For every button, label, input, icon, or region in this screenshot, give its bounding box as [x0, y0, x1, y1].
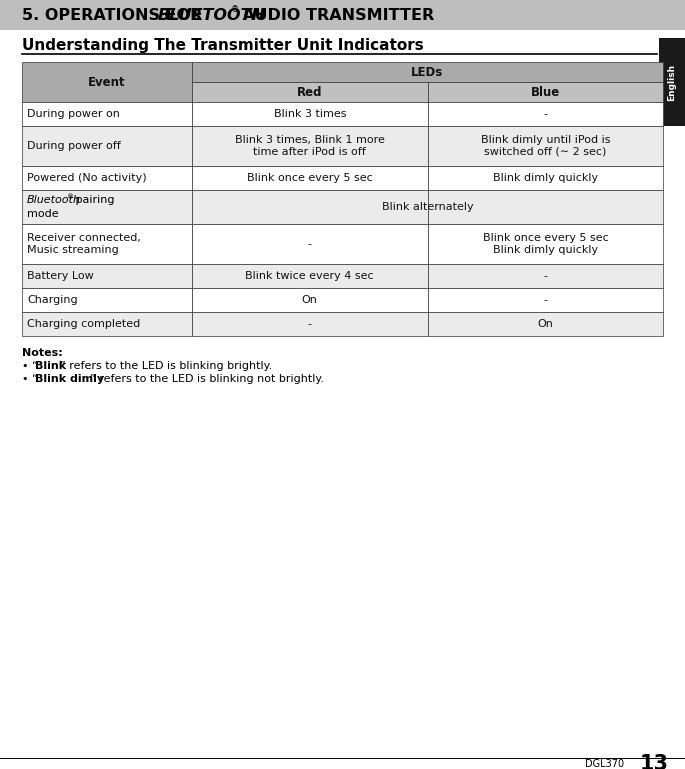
Text: Blue: Blue: [531, 85, 560, 98]
Text: Blink once every 5 sec: Blink once every 5 sec: [247, 173, 373, 183]
Text: Blink dimly quickly: Blink dimly quickly: [493, 173, 598, 183]
Text: During power on: During power on: [27, 109, 120, 119]
Text: pairing: pairing: [72, 195, 114, 205]
Text: Charging: Charging: [27, 295, 77, 305]
Bar: [192, 190, 427, 224]
Text: Blink dimly until iPod is
switched off (∼ 2 sec): Blink dimly until iPod is switched off (…: [481, 135, 610, 157]
Bar: [427, 224, 663, 264]
Text: Red: Red: [297, 85, 323, 98]
Bar: [22, 166, 192, 190]
Text: • “: • “: [22, 374, 38, 384]
Bar: [427, 126, 663, 166]
Bar: [659, 38, 685, 126]
Bar: [22, 288, 192, 312]
Bar: [22, 190, 192, 224]
Text: Blink twice every 4 sec: Blink twice every 4 sec: [245, 271, 374, 281]
Bar: [192, 102, 427, 126]
Text: Charging completed: Charging completed: [27, 319, 140, 329]
Bar: [192, 264, 427, 288]
Bar: [22, 62, 192, 102]
Text: ” refers to the LED is blinking brightly.: ” refers to the LED is blinking brightly…: [60, 361, 273, 371]
Text: Blink: Blink: [36, 361, 66, 371]
Text: -: -: [543, 109, 547, 119]
Bar: [427, 82, 663, 102]
Bar: [192, 126, 427, 166]
Text: -: -: [543, 271, 547, 281]
Text: Blink dimly: Blink dimly: [36, 374, 105, 384]
Bar: [427, 264, 663, 288]
Text: ®: ®: [231, 5, 239, 15]
Bar: [22, 264, 192, 288]
Text: -: -: [308, 319, 312, 329]
Bar: [0, 0, 685, 30]
Bar: [192, 82, 427, 102]
Bar: [192, 312, 427, 336]
Text: Bluetooth: Bluetooth: [27, 195, 81, 205]
Text: mode: mode: [27, 209, 59, 219]
Text: -: -: [543, 295, 547, 305]
Bar: [427, 190, 663, 224]
Text: 5. OPERATIONS FOR: 5. OPERATIONS FOR: [22, 8, 208, 22]
Text: Blink 3 times, Blink 1 more
time after iPod is off: Blink 3 times, Blink 1 more time after i…: [235, 135, 385, 157]
Text: On: On: [538, 319, 553, 329]
Bar: [427, 166, 663, 190]
Text: AUDIO TRANSMITTER: AUDIO TRANSMITTER: [237, 8, 434, 22]
Bar: [427, 102, 663, 126]
Text: Blink once every 5 sec
Blink dimly quickly: Blink once every 5 sec Blink dimly quick…: [482, 233, 608, 255]
Bar: [22, 312, 192, 336]
Text: ®: ®: [67, 194, 74, 200]
Text: -: -: [308, 239, 312, 249]
Bar: [192, 62, 663, 82]
Text: LEDs: LEDs: [411, 65, 444, 78]
Bar: [192, 288, 427, 312]
Bar: [22, 224, 192, 264]
Bar: [427, 288, 663, 312]
Text: DGL370: DGL370: [585, 759, 624, 769]
Bar: [427, 312, 663, 336]
Text: Battery Low: Battery Low: [27, 271, 94, 281]
Text: Powered (No activity): Powered (No activity): [27, 173, 147, 183]
Bar: [22, 102, 192, 126]
Text: Understanding The Transmitter Unit Indicators: Understanding The Transmitter Unit Indic…: [22, 38, 424, 53]
Text: BLUETOOTH: BLUETOOTH: [158, 8, 266, 22]
Text: Blink alternately: Blink alternately: [382, 202, 473, 212]
Text: ” refers to the LED is blinking not brightly.: ” refers to the LED is blinking not brig…: [90, 374, 325, 384]
Text: • “: • “: [22, 361, 38, 371]
Text: Event: Event: [88, 75, 126, 88]
Text: Blink 3 times: Blink 3 times: [273, 109, 346, 119]
Text: Notes:: Notes:: [22, 348, 63, 358]
Text: 13: 13: [640, 754, 669, 769]
Bar: [22, 126, 192, 166]
Text: During power off: During power off: [27, 141, 121, 151]
Text: English: English: [667, 63, 677, 101]
Bar: [192, 166, 427, 190]
Text: Receiver connected,
Music streaming: Receiver connected, Music streaming: [27, 233, 141, 255]
Bar: [192, 224, 427, 264]
Text: On: On: [302, 295, 318, 305]
